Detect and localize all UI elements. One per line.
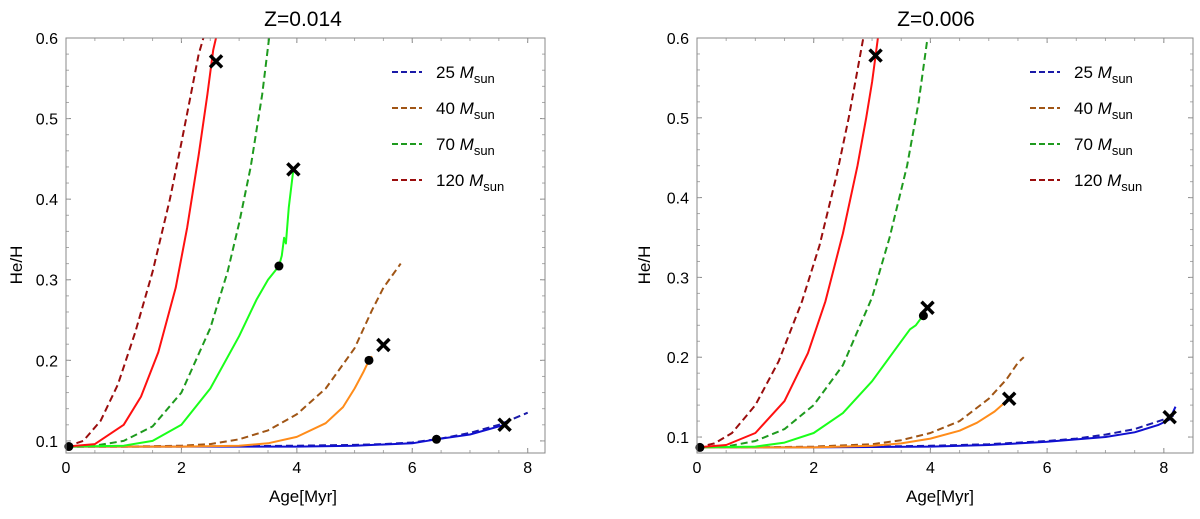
legend: 25 Msun 40 Msun 70 Msun 120 Msun (392, 63, 504, 194)
legend-label: 25 Msun (1074, 63, 1133, 86)
cross-marker (376, 337, 391, 353)
y-tick-label: 0.2 (667, 350, 689, 367)
legend-label: 70 Msun (436, 135, 495, 158)
chart-title: Z=0.014 (264, 8, 342, 31)
y-tick-label: 0.2 (36, 353, 58, 370)
y-tick-label: 0.3 (667, 270, 689, 287)
series-line-70-msun-dashed (697, 38, 929, 449)
legend-item: 25 Msun (392, 63, 495, 86)
cross-marker (868, 48, 883, 63)
y-tick-label: 0.5 (36, 112, 58, 129)
x-tick-label: 2 (177, 460, 186, 477)
axis-ticks: 0 2 4 6 8 0.1 0.2 0.3 0.4 0.5 0.6 (667, 31, 1194, 477)
y-tick-label: 0.1 (667, 430, 689, 447)
series-line-120-msun (697, 38, 879, 449)
series-line-120-msun (66, 38, 217, 448)
legend-item: 120 Msun (392, 171, 504, 194)
y-axis-label: He/H (635, 246, 654, 285)
legend-label: 120 Msun (1074, 171, 1142, 194)
series-line-70-msun (66, 169, 295, 448)
x-tick-label: 0 (693, 460, 702, 477)
series-line-25-msun-dashed (66, 411, 529, 448)
y-tick-label: 0.6 (36, 31, 58, 48)
axis-ticks: 0 2 4 6 8 0.1 0.2 0.3 0.4 0.5 0.6 (36, 31, 545, 477)
x-tick-label: 4 (926, 460, 935, 477)
legend-label: 40 Msun (436, 99, 495, 122)
cross-marker (1162, 409, 1177, 425)
legend-item: 40 Msun (1030, 99, 1133, 122)
dot-marker (918, 311, 928, 321)
x-tick-label: 4 (292, 460, 301, 477)
series-line-40-msun (697, 397, 1010, 449)
legend-item: 70 Msun (392, 135, 495, 158)
series-line-40-msun (66, 355, 373, 448)
legend-item: 40 Msun (392, 99, 495, 122)
y-axis-label: He/H (7, 246, 26, 285)
chart-title: Z=0.006 (897, 8, 975, 31)
marker-group (695, 48, 1177, 452)
dot-marker (432, 434, 442, 444)
x-tick-label: 8 (1159, 460, 1168, 477)
legend-item: 120 Msun (1030, 171, 1142, 194)
x-tick-label: 8 (523, 460, 532, 477)
y-tick-label: 0.4 (667, 191, 689, 208)
legend: 25 Msun 40 Msun 70 Msun 120 Msun (1030, 63, 1142, 194)
x-axis-label: Age[Myr] (269, 487, 337, 506)
dot-marker (695, 442, 705, 452)
cross-marker (1001, 391, 1017, 406)
legend-label: 25 Msun (436, 63, 495, 86)
cross-marker (497, 417, 512, 433)
y-tick-label: 0.1 (36, 434, 58, 451)
y-tick-label: 0.5 (667, 111, 689, 128)
series-line-70-msun-dashed (66, 38, 271, 448)
cross-marker (286, 162, 301, 177)
legend-label: 70 Msun (1074, 135, 1133, 158)
series-line-120-msun-dashed (697, 38, 865, 449)
x-tick-label: 2 (809, 460, 818, 477)
dot-marker (364, 355, 374, 365)
legend-item: 70 Msun (1030, 135, 1133, 158)
y-tick-label: 0.3 (36, 273, 58, 290)
x-tick-label: 6 (1043, 460, 1052, 477)
chart-panel-z0006: Z=0.006 He/H Age[Myr] 0 2 4 6 80.10.20.30.40… (635, 8, 1194, 506)
legend-label: 120 Msun (436, 171, 504, 194)
plot-frame (65, 37, 546, 454)
series-line-70-msun (697, 312, 927, 449)
plot-frame (696, 37, 1194, 454)
series-line-40-msun-dashed (697, 356, 1025, 449)
marker-group (64, 54, 512, 452)
y-tick-label: 0.4 (36, 192, 58, 209)
x-tick-label: 6 (408, 460, 417, 477)
cross-marker (208, 54, 224, 69)
legend-item: 25 Msun (1030, 63, 1133, 86)
dot-marker (64, 442, 74, 452)
x-tick-label: 0 (62, 460, 71, 477)
series-group (697, 38, 1177, 449)
dot-marker (274, 261, 284, 271)
chart-panel-z0014: Z=0.014 He/H Age[Myr] 0 2 4 6 80.10.20.30.40… (7, 8, 546, 506)
series-line-120-msun-dashed (66, 38, 205, 448)
series-line-25-msun (697, 406, 1177, 449)
y-tick-label: 0.6 (667, 31, 689, 48)
series-line-40-msun-dashed (66, 263, 402, 448)
legend-label: 40 Msun (1074, 99, 1133, 122)
x-axis-label: Age[Myr] (906, 487, 974, 506)
cross-marker (920, 300, 935, 315)
series-group (66, 38, 529, 448)
